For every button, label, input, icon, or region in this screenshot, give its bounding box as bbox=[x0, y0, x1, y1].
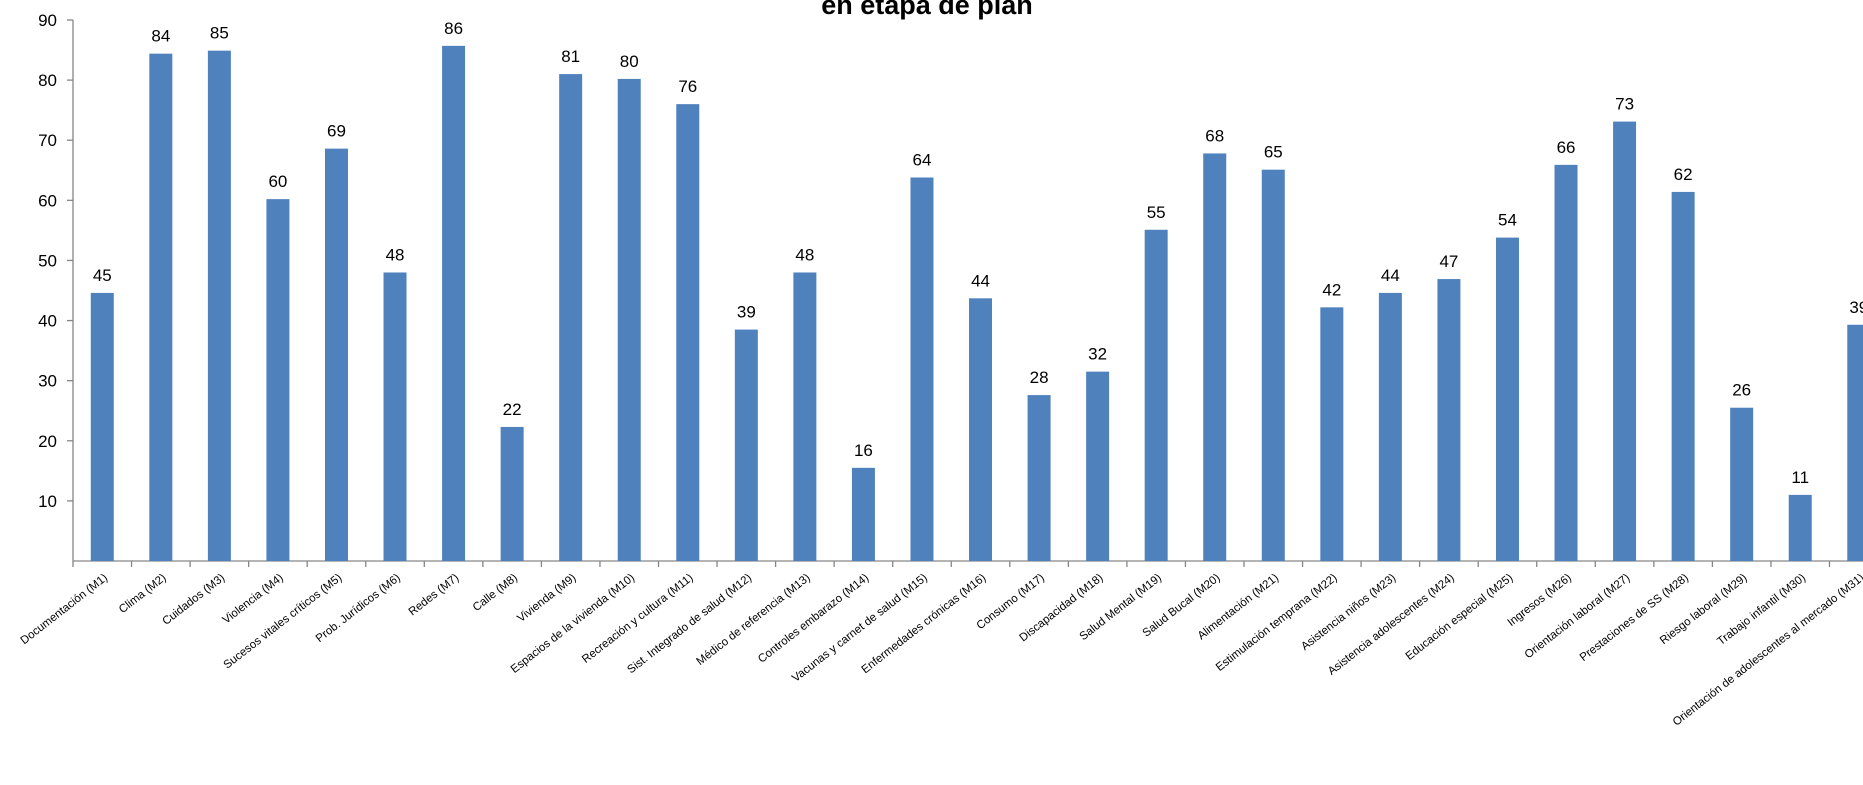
bar bbox=[1378, 292, 1402, 561]
bar bbox=[1847, 324, 1863, 561]
x-tick-label: Calle (M8) bbox=[471, 572, 520, 614]
bar bbox=[207, 50, 231, 561]
y-tick-label: 70 bbox=[38, 131, 57, 150]
data-label: 62 bbox=[1674, 165, 1693, 184]
x-tick-label: Asistencia adolescentes (M24) bbox=[1326, 572, 1457, 678]
x-tick-label: Prestaciones de SS (M28) bbox=[1578, 572, 1691, 664]
bar bbox=[559, 74, 583, 561]
data-label: 45 bbox=[93, 266, 112, 285]
bar bbox=[1144, 229, 1168, 561]
data-label: 48 bbox=[386, 245, 405, 264]
x-tick-label: Sist. Integrado de salud (M12) bbox=[625, 572, 754, 676]
data-label: 85 bbox=[210, 24, 229, 43]
x-tick-label: Educación especial (M25) bbox=[1404, 572, 1516, 663]
bar bbox=[266, 199, 290, 561]
data-label: 11 bbox=[1791, 468, 1809, 487]
x-tick-label: Documentación (M1) bbox=[19, 572, 111, 647]
bar bbox=[149, 53, 173, 561]
data-label: 64 bbox=[913, 150, 932, 169]
bars bbox=[90, 45, 1863, 562]
bar bbox=[500, 426, 524, 561]
x-axis-tick-labels: Documentación (M1) Clima (M2)Cuidados (M3… bbox=[19, 572, 1863, 729]
data-label: 39 bbox=[1849, 298, 1863, 317]
x-tick-label: Recreación y cultura (M11) bbox=[580, 572, 696, 666]
bar bbox=[324, 148, 348, 562]
bar bbox=[1203, 153, 1227, 562]
data-label: 84 bbox=[151, 27, 170, 46]
x-tick-label: Asistencia niños (M23) bbox=[1299, 572, 1398, 653]
data-label: 55 bbox=[1147, 203, 1166, 222]
data-label: 60 bbox=[268, 172, 287, 191]
y-tick-label: 20 bbox=[38, 432, 57, 451]
y-tick-label: 10 bbox=[38, 492, 57, 511]
bar bbox=[1495, 237, 1519, 561]
chart-title: en etapa de plan bbox=[821, 0, 1033, 20]
x-tick-label: Médico de referencia (M13) bbox=[695, 572, 813, 668]
x-tick-label: Espacios de la vivienda (M10) bbox=[509, 572, 637, 676]
y-tick-label: 80 bbox=[38, 71, 57, 90]
bar bbox=[1613, 121, 1637, 562]
bar bbox=[90, 292, 114, 561]
axes: 10 20 30 40 50 60 70 80 90 bbox=[38, 11, 1863, 567]
bar bbox=[793, 272, 817, 561]
x-tick-label: Sucesos vitales críticos (M5) bbox=[222, 572, 345, 672]
y-tick-label: 60 bbox=[38, 191, 57, 210]
y-tick-label: 50 bbox=[38, 251, 57, 270]
data-label: 22 bbox=[503, 400, 522, 419]
data-label: 47 bbox=[1439, 252, 1458, 271]
bar bbox=[1261, 169, 1285, 561]
bar bbox=[969, 298, 993, 561]
x-tick-label: Estimulación temprana (M22) bbox=[1214, 572, 1340, 674]
bar bbox=[617, 78, 641, 562]
data-label: 69 bbox=[327, 122, 346, 141]
data-label: 80 bbox=[620, 52, 639, 71]
data-label: 28 bbox=[1030, 368, 1049, 387]
data-label: 81 bbox=[561, 47, 580, 66]
x-tick-label: Enfermedades crónicas (M16) bbox=[860, 572, 989, 676]
x-tick-label: Orientación laboral (M27) bbox=[1523, 572, 1633, 661]
data-label: 76 bbox=[678, 77, 697, 96]
x-tick-label: Vivienda (M9) bbox=[515, 572, 578, 625]
x-tick-label: Orientación de adolescentes al mercado (… bbox=[1671, 572, 1863, 729]
bar bbox=[1788, 494, 1812, 561]
data-label: 32 bbox=[1088, 345, 1107, 364]
data-label: 65 bbox=[1264, 143, 1283, 162]
bar bbox=[383, 272, 407, 561]
data-label: 66 bbox=[1557, 138, 1576, 157]
bar bbox=[910, 177, 934, 562]
data-label: 44 bbox=[1381, 266, 1400, 285]
y-tick-label: 30 bbox=[38, 372, 57, 391]
bar bbox=[1086, 371, 1110, 561]
x-tick-label: Cuidados (M3) bbox=[160, 572, 227, 628]
bar bbox=[1730, 407, 1754, 561]
data-label: 73 bbox=[1615, 95, 1634, 114]
bar bbox=[851, 467, 875, 561]
y-tick-label: 90 bbox=[38, 11, 57, 30]
bar bbox=[676, 104, 700, 562]
bar bbox=[1671, 191, 1695, 561]
data-label: 42 bbox=[1322, 280, 1341, 299]
x-tick-label: Clima (M2) bbox=[117, 572, 169, 616]
data-label: 86 bbox=[444, 19, 463, 38]
data-label: 39 bbox=[737, 303, 756, 322]
data-label: 44 bbox=[971, 271, 990, 290]
data-labels: 45 84 85 60 69 48 86 22 81 80 76 39 48 16 64 44 28 32 55 68… bbox=[93, 19, 1863, 487]
x-tick-label: Controles embarazo (M14) bbox=[756, 572, 871, 666]
data-label: 48 bbox=[795, 245, 814, 264]
bar bbox=[442, 45, 466, 561]
bar bbox=[1554, 164, 1578, 561]
bar bbox=[1027, 395, 1051, 561]
x-tick-label: Redes (M7) bbox=[407, 572, 462, 619]
data-label: 16 bbox=[854, 441, 873, 460]
data-label: 68 bbox=[1205, 126, 1224, 145]
data-label: 26 bbox=[1732, 381, 1751, 400]
data-label: 54 bbox=[1498, 211, 1517, 230]
bar bbox=[1437, 279, 1461, 561]
bar bbox=[1320, 307, 1344, 561]
y-tick-label: 40 bbox=[38, 312, 57, 331]
bar bbox=[734, 329, 758, 561]
